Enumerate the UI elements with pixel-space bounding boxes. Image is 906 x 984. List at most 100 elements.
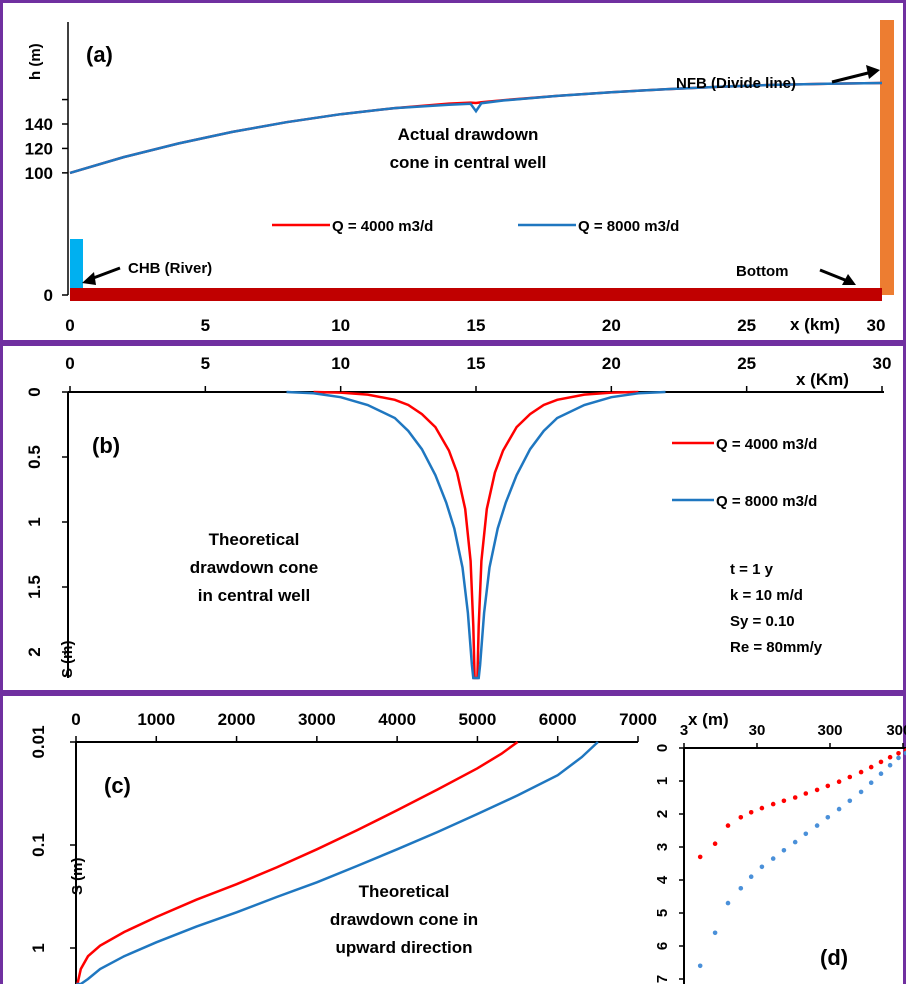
x-tick-label: 3 xyxy=(680,722,688,739)
series-2-point xyxy=(770,856,776,861)
panel-a xyxy=(0,0,906,343)
x-tick-label: 5000 xyxy=(459,710,497,729)
series-1-point xyxy=(759,805,765,811)
series-1-point xyxy=(847,774,853,780)
chart-b: 0 5 10 15 20 25 30 0 0.5 1 1.5 2 (b) x (Km) S (m) T… xyxy=(25,354,891,680)
panel-label: (c) xyxy=(104,773,131,798)
x-tick-label: 25 xyxy=(737,316,756,335)
nfb-arrow xyxy=(831,70,873,84)
param-sy: Sy = 0.10 xyxy=(730,613,795,630)
series-1-point xyxy=(748,810,754,815)
y-tick-label: 6 xyxy=(654,942,671,950)
series-2-point xyxy=(748,874,754,879)
tick-labels: 0 1000 2000 3000 4000 5000 6000 7000 0.01 0.1 1 xyxy=(29,710,657,953)
series-group xyxy=(75,740,599,984)
x-tick-label: 0 xyxy=(65,354,74,373)
series-1-point xyxy=(887,754,893,760)
y-tick-label: 5 xyxy=(654,909,671,917)
bottom-label: Bottom xyxy=(736,263,789,280)
series-2-point xyxy=(792,839,798,845)
y-tick-label: 140 xyxy=(25,115,53,134)
series-1-point xyxy=(738,815,744,820)
legend-blue-label: Q = 8000 m3/d xyxy=(578,218,679,235)
annotation-line2: cone in central well xyxy=(390,153,547,172)
series-2-point xyxy=(781,848,787,853)
y-tick-label: 3 xyxy=(654,843,671,851)
series-2-point xyxy=(697,963,703,969)
y-tick-label: 7 xyxy=(654,975,671,983)
series-2-point xyxy=(836,806,842,812)
panel-label: (a) xyxy=(86,42,113,67)
nfb-divide-block xyxy=(880,20,894,295)
x-tick-label: 3000 xyxy=(298,710,336,729)
series-2-point xyxy=(887,762,893,768)
series-2-point xyxy=(712,930,718,936)
series-1-point xyxy=(803,791,809,796)
y-tick-label: 1 xyxy=(29,943,48,952)
y-axis-label: S (m) xyxy=(69,857,86,895)
x-tick-label: 25 xyxy=(737,354,756,373)
chb-arrowhead xyxy=(82,272,96,285)
series-2-point xyxy=(858,789,864,795)
x-tick-label: 1000 xyxy=(137,710,175,729)
series-2-point xyxy=(725,900,731,906)
x-tick-label: 15 xyxy=(467,316,486,335)
param-re: Re = 80mm/y xyxy=(730,639,823,656)
panel-b xyxy=(0,343,906,693)
y-axis-label: h (m) xyxy=(27,43,44,80)
y-tick-label: 1 xyxy=(654,777,671,785)
series-2-point xyxy=(847,798,853,804)
bottom-bar xyxy=(70,288,882,301)
x-tick-label: 5 xyxy=(201,354,210,373)
x-tick-label: 30 xyxy=(873,354,892,373)
series-2-point xyxy=(759,864,765,870)
y-tick-label: 4 xyxy=(654,875,671,884)
series-1-point xyxy=(770,801,776,807)
x-tick-label: 0 xyxy=(65,316,74,335)
nfb-label: NFB (Divide line) xyxy=(676,75,796,92)
x-tick-label: 5 xyxy=(201,316,210,335)
series-1-point xyxy=(896,751,901,756)
y-tick-label: 0 xyxy=(654,744,671,752)
x-axis-label: x (m) xyxy=(688,710,729,729)
annotation-line1: Actual drawdown xyxy=(398,125,539,144)
x-tick-label: 30 xyxy=(749,722,766,739)
x-tick-label: 2000 xyxy=(218,710,256,729)
legend-red-label: Q = 4000 m3/d xyxy=(716,436,817,453)
series-1-point xyxy=(814,787,820,793)
inset-tick-labels: 3 30 300 3000 0 1 2 3 4 5 6 7 xyxy=(654,722,906,983)
annotation-line3: in central well xyxy=(198,586,310,605)
series-group xyxy=(69,81,883,175)
series-1-point xyxy=(697,854,703,860)
bottom-arrowhead xyxy=(842,274,856,285)
series-1-point xyxy=(792,795,798,800)
annotation-line2: drawdown cone in xyxy=(330,910,478,929)
y-tick-label: 0 xyxy=(44,286,53,305)
annotation-line1: Theoretical xyxy=(359,882,450,901)
y-tick-label: 2 xyxy=(25,647,44,656)
x-tick-label: 0 xyxy=(71,710,80,729)
series-2-point xyxy=(814,823,820,828)
x-tick-label: 30 xyxy=(867,316,886,335)
series-1-point xyxy=(836,779,842,784)
x-tick-label: 15 xyxy=(467,354,486,373)
series-line-1 xyxy=(75,740,519,984)
series-2-point xyxy=(868,780,874,785)
x-tick-label: 300 xyxy=(817,722,842,739)
x-tick-label: 6000 xyxy=(539,710,577,729)
annotation-line3: upward direction xyxy=(336,938,473,957)
series-1-point xyxy=(868,764,874,770)
series-2-point xyxy=(803,831,809,837)
y-tick-label: 2 xyxy=(654,810,671,818)
inset-panel-label: (d) xyxy=(820,945,848,970)
x-axis-label: x (km) xyxy=(790,315,840,334)
series-2-point xyxy=(896,755,901,761)
series-1-point xyxy=(725,823,731,828)
tick-labels: 0 5 10 15 20 25 30 0 0.5 1 1.5 2 xyxy=(25,354,891,657)
panel-c xyxy=(0,693,906,984)
series-1-point xyxy=(858,769,864,775)
inset-series-group xyxy=(697,748,906,969)
annotation-line2: drawdown cone xyxy=(190,558,318,577)
param-t: t = 1 y xyxy=(730,561,774,578)
